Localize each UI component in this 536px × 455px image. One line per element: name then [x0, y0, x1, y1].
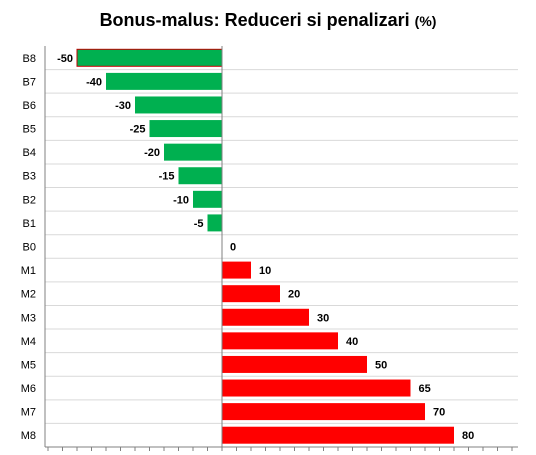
category-label: B5: [23, 124, 36, 136]
category-label: B8: [23, 53, 36, 65]
category-label: M2: [21, 289, 36, 301]
data-label: 40: [346, 336, 358, 348]
data-label: 50: [375, 359, 387, 371]
data-label: 65: [419, 383, 431, 395]
category-label: B7: [23, 76, 36, 88]
category-label: B6: [23, 100, 36, 112]
category-label: B1: [23, 218, 36, 230]
category-label: M4: [21, 336, 36, 348]
chart-title-unit: (%): [414, 13, 437, 29]
data-label: -5: [194, 218, 204, 230]
bar: [222, 379, 411, 397]
bar: [193, 190, 222, 208]
bar: [149, 120, 222, 138]
bar: [222, 308, 309, 326]
category-label: B0: [23, 242, 36, 254]
bar: [222, 285, 280, 303]
category-label: M1: [21, 265, 36, 277]
data-label: 30: [317, 312, 329, 324]
data-label: -10: [173, 194, 189, 206]
bar: [222, 355, 367, 373]
data-label: 0: [230, 242, 236, 254]
bar: [106, 72, 222, 90]
category-label: B2: [23, 194, 36, 206]
bar: [207, 214, 222, 232]
category-label: B4: [23, 147, 36, 159]
category-label: B3: [23, 171, 36, 183]
bar: [76, 48, 223, 67]
bar: [178, 167, 222, 185]
bar: [222, 332, 338, 350]
data-label: 10: [259, 265, 271, 277]
bar: [164, 143, 222, 161]
category-label: M8: [21, 430, 36, 442]
bar: [135, 96, 222, 114]
category-label: M6: [21, 383, 36, 395]
bar: [222, 426, 454, 444]
category-label: M3: [21, 312, 36, 324]
data-label: -20: [144, 147, 160, 159]
category-label: M7: [21, 407, 36, 419]
bar: [222, 403, 425, 421]
data-label: 20: [288, 289, 300, 301]
data-label: -30: [115, 100, 131, 112]
data-label: -40: [86, 76, 102, 88]
bar: [222, 261, 251, 279]
data-label: 80: [462, 430, 474, 442]
data-label: 70: [433, 407, 445, 419]
chart-title: Bonus-malus: Reduceri si penalizari (%): [0, 10, 536, 31]
data-label: -50: [57, 53, 73, 65]
data-label: -25: [130, 124, 146, 136]
data-label: -15: [159, 171, 175, 183]
chart-title-main: Bonus-malus: Reduceri si penalizari: [99, 10, 415, 30]
category-label: M5: [21, 359, 36, 371]
